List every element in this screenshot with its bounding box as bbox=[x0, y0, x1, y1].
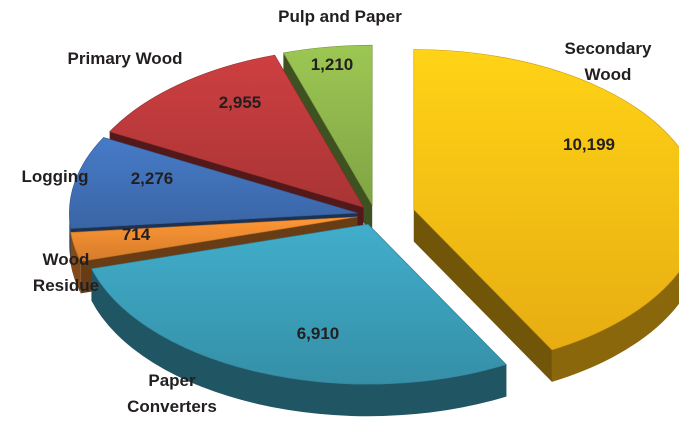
pie-slice-edge-end bbox=[413, 209, 552, 382]
category-label-paper-converters-line-2: Converters bbox=[127, 397, 217, 416]
category-label-primary-wood: Primary Wood bbox=[68, 49, 183, 68]
category-label-paper-converters-line-1: Paper bbox=[148, 371, 196, 390]
value-label-pulp-and-paper: 1,210 bbox=[311, 55, 354, 74]
category-label-secondary-wood-line-1: Secondary bbox=[565, 39, 652, 58]
category-label-pulp-and-paper: Pulp and Paper bbox=[278, 7, 402, 26]
pie-slice-paper-converters bbox=[91, 223, 507, 385]
value-label-primary-wood: 2,955 bbox=[219, 93, 262, 112]
pie-slice-wall bbox=[91, 268, 507, 417]
pie-slice-wall bbox=[69, 213, 71, 261]
category-label-wood-residue-line-1: Wood bbox=[43, 250, 90, 269]
value-label-secondary-wood: 10,199 bbox=[563, 135, 615, 154]
value-label-wood-residue: 714 bbox=[122, 225, 151, 244]
category-label-wood-residue-line-2: Residue bbox=[33, 276, 99, 295]
category-label-logging: Logging bbox=[21, 167, 88, 186]
value-label-logging: 2,276 bbox=[131, 169, 174, 188]
value-label-paper-converters: 6,910 bbox=[297, 324, 340, 343]
pie-top-layer bbox=[69, 44, 679, 385]
pie-slice-wood-residue bbox=[70, 216, 358, 262]
pie-slice-primary-wood bbox=[109, 54, 365, 208]
category-label-secondary-wood-line-2: Wood bbox=[585, 65, 632, 84]
pie-labels-layer: Secondary Wood 10,199 Paper Converters 6,910 W… bbox=[21, 7, 652, 416]
pie-slice-side-secondary-wood bbox=[413, 209, 679, 382]
pie-slice-secondary-wood bbox=[413, 49, 679, 351]
pie-slice-pulp-and-paper bbox=[282, 44, 373, 207]
pie-slice-wall bbox=[551, 271, 679, 382]
pie-slice-logging bbox=[69, 137, 358, 229]
pie-slice-wall bbox=[70, 232, 81, 294]
